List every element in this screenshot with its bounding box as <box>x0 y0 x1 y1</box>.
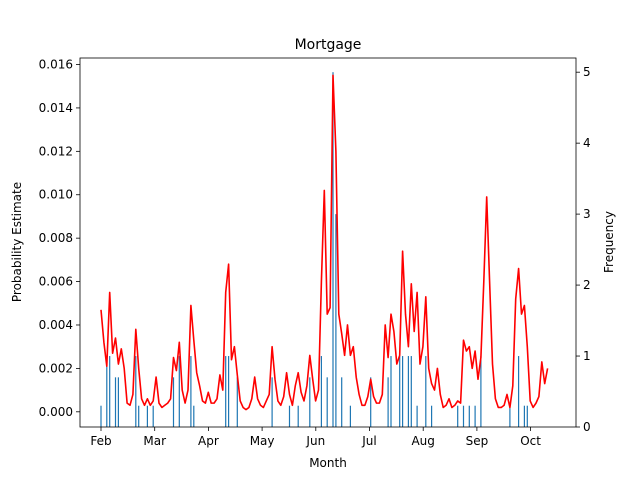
frequency-bar <box>271 377 273 427</box>
plot-frame <box>79 57 577 428</box>
frequency-bar <box>320 356 322 427</box>
frequency-bar <box>172 377 175 427</box>
chart-title: Mortgage <box>295 37 362 53</box>
frequency-bar <box>390 356 392 427</box>
frequency-bar <box>370 377 372 427</box>
y2-tick-label: 5 <box>583 65 591 79</box>
frequency-bar <box>509 405 511 427</box>
frequency-bar <box>335 214 337 427</box>
y2-tick-label: 4 <box>583 136 591 150</box>
x-tick-label: May <box>250 434 275 448</box>
y-axis-right: 0 1 2 3 4 5 <box>576 65 591 434</box>
y2-tick-label: 0 <box>583 420 591 434</box>
frequency-bar <box>326 377 328 427</box>
x-tick-label: Oct <box>520 434 541 448</box>
y-tick-label: 0.004 <box>39 318 73 332</box>
x-tick-label: Sep <box>466 434 489 448</box>
frequency-bar <box>526 405 528 427</box>
x-tick-label: Aug <box>411 434 434 448</box>
x-tick-label: Mar <box>143 434 166 448</box>
frequency-bar <box>138 405 140 427</box>
frequency-bar <box>228 356 230 427</box>
frequency-bar <box>297 405 299 427</box>
frequency-bar <box>468 405 470 427</box>
y-tick-label: 0.012 <box>39 144 73 158</box>
y2-tick-label: 3 <box>583 207 591 221</box>
frequency-bar <box>431 405 433 427</box>
frequency-bar <box>332 72 334 427</box>
probability-line <box>100 74 549 411</box>
frequency-bar <box>225 356 227 427</box>
y-axis-left: 0.000 0.002 0.004 0.006 0.008 0.010 0.012 0.014… <box>39 58 80 419</box>
frequency-bar <box>236 377 238 427</box>
frequency-bar <box>146 405 148 427</box>
frequency-bar <box>190 356 192 427</box>
frequency-bar <box>474 405 476 427</box>
frequency-bar <box>288 405 291 427</box>
frequency-bar <box>462 405 465 427</box>
frequency-bar <box>100 405 102 427</box>
frequency-bar <box>109 356 111 427</box>
x-tick-label: Feb <box>90 434 111 448</box>
y-axis-label: Probability Estimate <box>10 182 24 302</box>
frequency-bar <box>152 405 154 427</box>
frequency-bar <box>117 377 119 427</box>
y-tick-label: 0.002 <box>39 361 73 375</box>
frequency-bar <box>518 356 520 427</box>
frequency-bar <box>523 405 525 427</box>
frequency-bar <box>114 377 117 427</box>
y-tick-label: 0.010 <box>39 188 73 202</box>
frequency-bar <box>349 405 351 427</box>
frequency-bar <box>416 405 418 427</box>
x-axis: Feb Mar Apr May Jun Jul Aug Sep Oct <box>90 427 541 448</box>
y-tick-label: 0.016 <box>39 58 73 72</box>
x-tick-label: Jun <box>305 434 325 448</box>
y2-tick-label: 1 <box>583 349 591 363</box>
frequency-bars <box>100 72 528 427</box>
y-tick-label: 0.014 <box>39 101 73 115</box>
y2-tick-label: 2 <box>583 278 591 292</box>
y-tick-label: 0.008 <box>39 231 73 245</box>
y-tick-label: 0.000 <box>39 405 73 419</box>
frequency-bar <box>399 356 401 427</box>
frequency-bar <box>410 356 412 427</box>
frequency-bar <box>387 377 389 427</box>
frequency-bar <box>341 377 343 427</box>
frequency-bar <box>480 356 482 427</box>
y2-axis-label: Frequency <box>602 211 616 273</box>
x-tick-label: Jul <box>361 434 376 448</box>
frequency-bar <box>457 405 459 427</box>
y-tick-label: 0.006 <box>39 275 73 289</box>
frequency-bar <box>309 377 311 427</box>
frequency-bar <box>407 356 409 427</box>
x-tick-label: Apr <box>198 434 219 448</box>
frequency-bar <box>135 356 137 427</box>
frequency-bar <box>425 356 427 427</box>
frequency-bar <box>193 405 195 427</box>
x-axis-label: Month <box>309 456 347 470</box>
frequency-bar <box>402 356 404 427</box>
frequency-bar <box>178 356 180 427</box>
frequency-bar <box>106 356 108 427</box>
